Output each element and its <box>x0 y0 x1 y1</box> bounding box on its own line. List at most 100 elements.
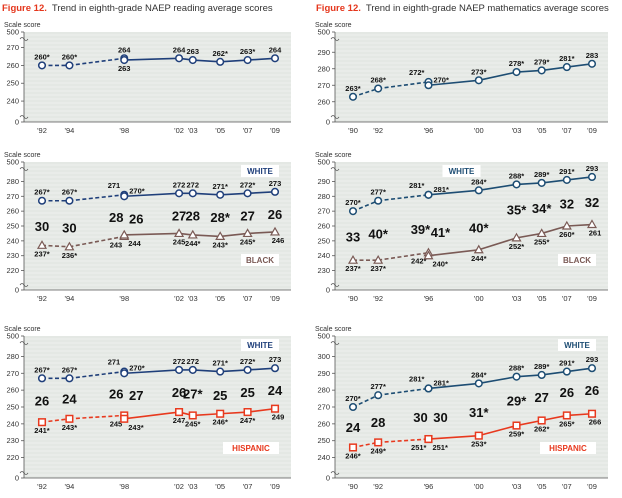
reading-white-hispanic-chart: Scale score 500 280 270 260 250 240 230 220 0 '92 '… <box>0 322 305 496</box>
legend-label-white: WHITE <box>449 167 475 176</box>
circle-marker <box>243 189 252 198</box>
circle-marker <box>65 196 74 205</box>
y-tick-label: 260 <box>317 97 330 106</box>
x-tick-label: '03 <box>512 126 522 135</box>
x-tick-label: '05 <box>215 294 225 303</box>
x-tick-label: '92 <box>37 126 47 135</box>
legend-box <box>241 165 279 177</box>
circle-marker <box>65 61 74 70</box>
x-tick-label: '94 <box>65 294 75 303</box>
axis-break-icon <box>19 115 29 119</box>
figure-caption: Trend in eighth-grade NAEP mathematics a… <box>365 3 609 14</box>
series-line-dashed <box>378 194 429 202</box>
x-tick-label: '96 <box>424 294 434 303</box>
data-label: 260* <box>559 230 575 239</box>
circle-marker <box>37 196 47 205</box>
gap-label: 35* <box>507 203 527 218</box>
series-line <box>428 382 479 390</box>
axis-break-icon <box>330 115 340 119</box>
series-line <box>192 192 221 196</box>
x-tick-label: '03 <box>188 294 198 303</box>
data-label: 289* <box>534 170 550 179</box>
series-line <box>124 192 180 198</box>
data-label: 267* <box>62 365 78 374</box>
y-tick-label: 270 <box>317 403 330 412</box>
data-label: 264 <box>269 45 282 54</box>
data-label: 271* <box>212 182 228 191</box>
circle-marker <box>587 172 597 182</box>
y-axis-title: Scale score <box>4 152 41 159</box>
y-tick-label: 500 <box>6 332 19 341</box>
gap-label: 24 <box>346 420 361 435</box>
x-tick-label: '07 <box>243 482 253 491</box>
data-label: 249* <box>370 446 386 455</box>
legend-box <box>558 254 596 266</box>
gap-label: 28 <box>371 415 385 430</box>
series-line-dashed <box>41 244 70 248</box>
data-label: 293 <box>586 355 599 364</box>
data-label: 260* <box>34 52 50 61</box>
gap-label: 40* <box>469 220 489 235</box>
math-white-black-chart: Scale score 500 290 280 270 260 250 240 230 0 '90 '… <box>311 148 622 308</box>
circle-marker <box>188 56 197 65</box>
triangle-marker <box>561 220 572 230</box>
x-tick-label: '92 <box>37 294 47 303</box>
data-label: 237* <box>370 264 386 273</box>
data-label: 246* <box>345 451 361 460</box>
square-marker <box>512 421 521 430</box>
data-label: 245* <box>185 419 201 428</box>
y-tick-label: 270 <box>6 192 19 201</box>
circle-marker <box>562 63 571 72</box>
x-tick-label: '94 <box>65 126 75 135</box>
axis-break-icon <box>19 167 29 171</box>
circle-marker <box>374 196 383 205</box>
axis-break-icon <box>330 167 340 171</box>
series-line <box>247 367 276 371</box>
series-line <box>192 234 221 238</box>
circle-marker <box>37 374 47 383</box>
square-marker <box>348 443 358 452</box>
data-label: 288* <box>509 364 525 373</box>
data-label: 270* <box>129 186 145 195</box>
series-line-dashed <box>378 387 429 396</box>
series-line-dashed <box>69 235 125 248</box>
circle-marker <box>188 365 197 374</box>
y-tick-label: 0 <box>15 118 19 127</box>
circle-marker <box>537 370 546 380</box>
x-tick-label: '98 <box>119 482 129 491</box>
series-line <box>478 424 517 437</box>
data-label: 241* <box>34 426 50 435</box>
axis-break-icon <box>330 341 340 345</box>
square-marker <box>270 404 280 413</box>
data-label: 244* <box>471 254 487 263</box>
series-line-dashed <box>41 418 70 423</box>
x-tick-label: '09 <box>587 294 597 303</box>
circle-marker <box>512 68 521 77</box>
y-tick-label: 270 <box>317 81 330 90</box>
x-tick-label: '96 <box>424 126 434 135</box>
data-label: 272 <box>187 180 200 189</box>
y-tick-label: 240 <box>317 453 330 462</box>
gap-label: 39* <box>411 222 431 237</box>
triangle-marker <box>269 226 281 236</box>
data-label: 281* <box>559 54 575 63</box>
x-tick-label: '09 <box>270 126 280 135</box>
data-label: 263 <box>187 47 200 56</box>
data-label: 262* <box>212 49 228 58</box>
gap-label: 30 <box>35 219 49 234</box>
circle-marker <box>537 66 546 75</box>
circle-marker <box>424 384 433 393</box>
series-line <box>428 79 479 87</box>
math-overall-chart: Scale score 500 290 280 270 260 0 '90 '92 '96 '00 '… <box>311 18 622 140</box>
data-label: 252* <box>509 242 525 251</box>
circle-marker <box>270 187 280 196</box>
series-line <box>428 248 479 257</box>
y-tick-label: 270 <box>317 207 330 216</box>
math-figure-title: Figure 12. Trend in eighth-grade NAEP mat… <box>316 3 609 14</box>
series-line-dashed <box>378 438 429 444</box>
data-label: 245 <box>110 419 123 428</box>
data-label: 277* <box>370 188 386 197</box>
data-label: 277* <box>370 382 386 391</box>
